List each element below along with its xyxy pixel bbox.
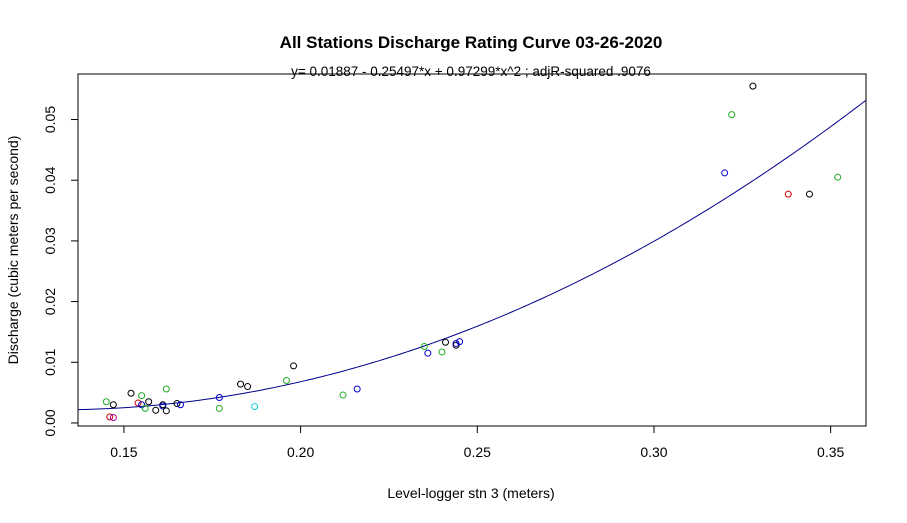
data-point xyxy=(834,173,842,181)
data-point xyxy=(109,401,117,409)
chart-subtitle: y= 0.01887 - 0.25497*x + 0.97299*x^2 ; a… xyxy=(291,64,651,79)
data-point xyxy=(438,348,446,356)
x-tick-label: 0.30 xyxy=(640,444,667,460)
data-point xyxy=(452,339,460,347)
data-point xyxy=(159,402,167,410)
data-point xyxy=(244,383,252,391)
data-point xyxy=(215,404,223,412)
y-tick-label: 0.01 xyxy=(42,348,58,375)
data-point xyxy=(420,342,428,350)
data-point xyxy=(127,389,135,397)
x-axis: 0.15 0.20 0.25 0.30 0.35 xyxy=(110,426,845,460)
data-point xyxy=(176,401,184,409)
data-point xyxy=(152,406,160,414)
data-point xyxy=(251,403,259,411)
x-tick-label: 0.35 xyxy=(817,444,844,460)
data-point xyxy=(237,380,245,388)
y-tick-label: 0.03 xyxy=(42,227,58,254)
data-point xyxy=(721,169,729,177)
x-tick-label: 0.20 xyxy=(287,444,314,460)
data-point xyxy=(145,398,153,406)
data-point xyxy=(134,399,142,407)
data-point xyxy=(339,391,347,399)
data-point xyxy=(805,190,813,198)
data-point xyxy=(441,338,449,346)
data-point xyxy=(728,111,736,119)
fit-curve xyxy=(77,99,867,411)
data-point xyxy=(452,341,460,349)
data-point xyxy=(173,400,181,408)
data-point xyxy=(282,376,290,384)
data-point xyxy=(102,398,110,406)
y-tick-label: 0.00 xyxy=(42,409,58,436)
x-tick-label: 0.15 xyxy=(110,444,137,460)
y-tick-label: 0.04 xyxy=(42,166,58,193)
plot-frame xyxy=(77,73,867,427)
data-point xyxy=(162,407,170,415)
data-point xyxy=(784,190,792,198)
y-tick-label: 0.05 xyxy=(42,106,58,133)
data-point xyxy=(749,82,757,90)
data-point xyxy=(138,392,146,400)
data-point xyxy=(290,362,298,370)
y-axis-label: Discharge (cubic meters per second) xyxy=(5,136,21,365)
data-points xyxy=(102,82,842,422)
data-point xyxy=(162,385,170,393)
data-point xyxy=(141,404,149,412)
y-tick-label: 0.02 xyxy=(42,288,58,315)
y-axis: 0.00 0.01 0.02 0.03 0.04 0.05 xyxy=(42,106,78,437)
data-point xyxy=(106,413,114,421)
data-point xyxy=(424,349,432,357)
chart-title: All Stations Discharge Rating Curve 03-2… xyxy=(280,33,663,52)
data-point xyxy=(456,338,464,346)
data-point xyxy=(215,393,223,401)
data-point xyxy=(109,414,117,422)
data-point xyxy=(353,385,361,393)
x-axis-label: Level-logger stn 3 (meters) xyxy=(387,485,554,501)
data-point xyxy=(138,401,146,409)
x-tick-label: 0.25 xyxy=(464,444,491,460)
